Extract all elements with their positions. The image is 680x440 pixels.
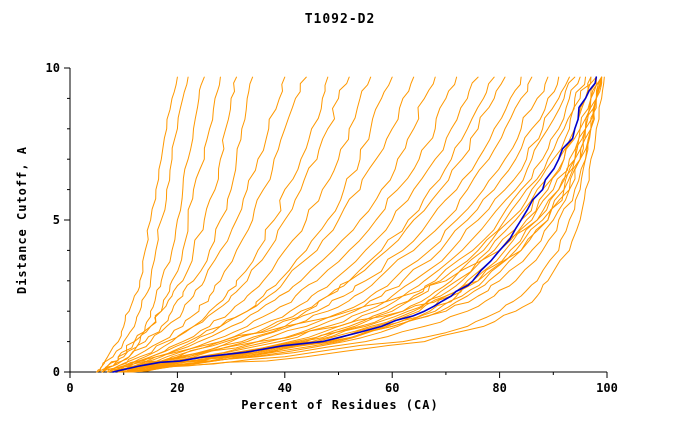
reference-curve <box>112 76 598 373</box>
model-curve <box>117 76 576 373</box>
model-curve <box>112 76 393 373</box>
model-curve <box>123 76 603 373</box>
x-tick-label: 60 <box>385 381 399 395</box>
chart-title: T1092-D2 <box>304 12 376 27</box>
x-tick-label: 80 <box>492 381 506 395</box>
x-tick-label: 20 <box>170 381 184 395</box>
model-curve <box>96 76 178 373</box>
model-curve <box>117 76 597 373</box>
model-curve <box>101 76 221 373</box>
x-tick-label: 0 <box>66 381 73 395</box>
model-curve <box>112 76 506 373</box>
model-curve <box>112 76 458 373</box>
model-curve <box>117 76 603 373</box>
model-curve <box>128 76 603 373</box>
model-curve <box>96 76 237 373</box>
model-curve <box>117 76 560 373</box>
x-axis-label: Percent of Residues (CA) <box>241 398 439 412</box>
model-curve <box>101 76 350 373</box>
model-curve <box>112 76 603 373</box>
model-curve <box>112 76 436 373</box>
model-curve <box>107 76 415 373</box>
model-curve <box>117 76 495 373</box>
model-curve <box>112 76 570 373</box>
model-curve <box>96 76 189 373</box>
model-curve <box>123 76 605 373</box>
model-curve <box>107 76 329 373</box>
model-curve <box>107 76 603 373</box>
x-tick-label: 100 <box>596 381 618 395</box>
model-curve <box>101 76 205 373</box>
model-curve <box>123 76 597 373</box>
model-curve <box>101 76 286 373</box>
model-curve <box>101 76 254 373</box>
y-tick-label: 0 <box>53 365 60 379</box>
x-tick-label: 40 <box>278 381 292 395</box>
model-curve <box>123 76 603 373</box>
model-curve <box>107 76 307 373</box>
y-tick-label: 10 <box>46 61 60 75</box>
y-tick-label: 5 <box>53 213 60 227</box>
